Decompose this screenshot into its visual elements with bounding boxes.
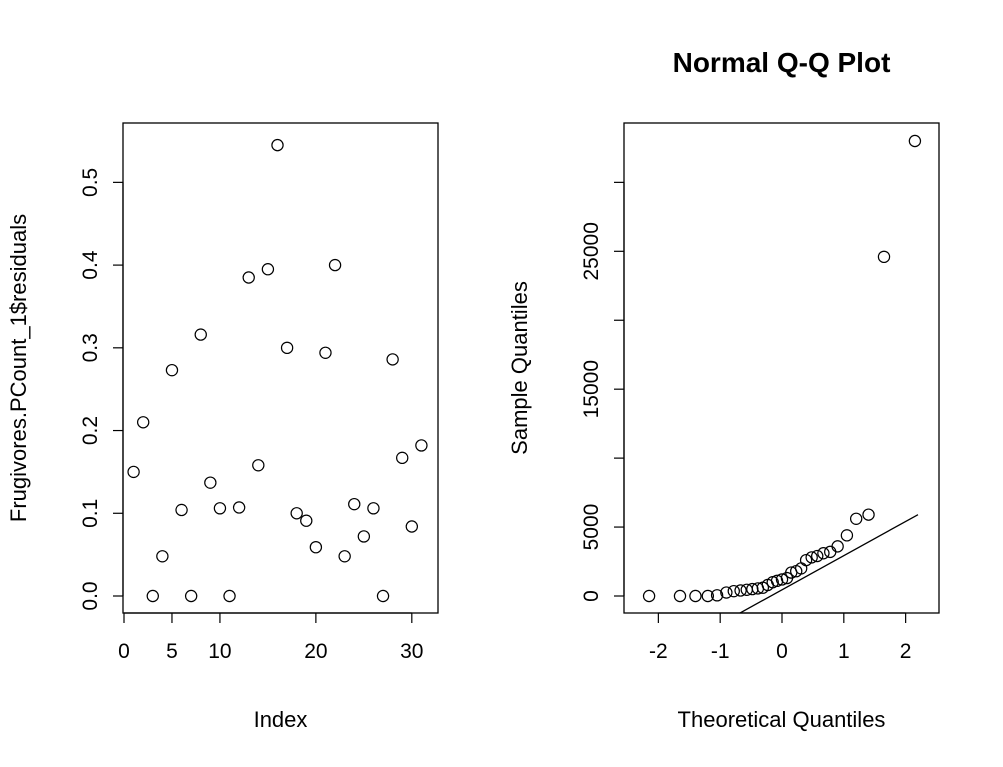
resid-data-point <box>184 589 198 603</box>
qq-data-point <box>824 545 837 559</box>
resid-data-point <box>146 589 159 603</box>
qq-data-point <box>908 134 922 148</box>
resid-data-point <box>232 501 246 514</box>
resid-y-tick-label: 0.0 <box>79 581 102 610</box>
resid-plot-frame <box>122 122 439 614</box>
resid-data-point <box>194 328 207 341</box>
qq-data-point <box>811 549 824 563</box>
qq-data-point <box>817 547 830 560</box>
qq-x-tick-label: 0 <box>776 640 788 663</box>
qq-chart-title: Normal Q-Q Plot <box>673 47 891 78</box>
qq-data-point <box>673 589 687 603</box>
qq-data-point <box>805 551 818 564</box>
resid-data-point <box>165 363 179 377</box>
qq-data-point <box>710 589 724 602</box>
qq-reference-line <box>738 514 919 613</box>
qq-data-point <box>831 540 844 553</box>
resid-data-point <box>300 514 313 527</box>
resid-data-point <box>280 341 294 355</box>
resid-y-tick-label: 0.2 <box>79 416 102 445</box>
resid-y-tick-label: 0.5 <box>79 168 102 197</box>
qq-data-point <box>877 250 891 264</box>
resid-data-point <box>367 502 380 515</box>
resid-x-tick-label: 30 <box>400 640 423 663</box>
resid-data-point <box>204 476 217 489</box>
resid-data-point <box>309 540 323 554</box>
qq-data-point <box>799 553 813 567</box>
resid-data-point <box>261 263 275 276</box>
resid-data-point <box>223 589 236 603</box>
qq-data-point <box>689 589 702 603</box>
qq-x-tick-label: -1 <box>711 640 730 663</box>
qq-data-point <box>775 573 789 586</box>
resid-x-tick-label: 5 <box>166 640 178 663</box>
resid-data-point <box>338 550 351 563</box>
resid-data-point <box>242 271 255 284</box>
resid-data-point <box>271 138 284 152</box>
qq-x-tick-label: 1 <box>838 640 850 663</box>
resid-data-point <box>252 459 265 472</box>
resid-data-point <box>328 258 342 272</box>
resid-y-axis-label: Frugivores.PCount_1$residuals <box>6 214 31 522</box>
qq-data-point <box>862 508 875 521</box>
qq-data-point <box>727 584 740 598</box>
resid-data-point <box>348 497 361 511</box>
qq-data-point <box>849 512 863 525</box>
resid-data-point <box>156 550 169 563</box>
resid-data-point <box>415 439 428 452</box>
resid-y-tick-label: 0.4 <box>79 250 102 280</box>
qq-y-tick-label: 25000 <box>580 222 603 280</box>
resid-x-tick-label: 10 <box>208 640 231 663</box>
qq-data-point <box>642 589 656 603</box>
qq-x-axis-label: Theoretical Quantiles <box>678 707 886 732</box>
resid-data-point <box>175 503 188 517</box>
resid-x-axis-label: Index <box>254 707 308 732</box>
qq-plot-frame <box>623 122 940 614</box>
resid-data-point <box>405 520 419 533</box>
resid-data-point <box>136 416 150 429</box>
qq-x-tick-label: -2 <box>649 640 668 663</box>
qq-x-tick-label: 2 <box>900 640 912 663</box>
resid-x-tick-label: 0 <box>118 640 130 663</box>
resid-x-tick-label: 20 <box>304 640 327 663</box>
qq-y-tick-label: 15000 <box>580 360 603 418</box>
qq-y-tick-label: 5000 <box>580 504 603 551</box>
qq-data-point <box>734 584 747 597</box>
resid-data-point <box>127 465 140 479</box>
resid-data-point <box>213 502 227 515</box>
qq-y-tick-label: 0 <box>580 590 603 602</box>
qq-data-point <box>701 589 715 603</box>
qq-data-point <box>840 529 854 542</box>
resid-data-point <box>290 507 303 520</box>
resid-data-point <box>319 346 332 359</box>
resid-data-point <box>357 530 371 543</box>
qq-y-axis-label: Sample Quantiles <box>507 281 532 455</box>
resid-data-point <box>386 353 399 366</box>
resid-data-point <box>376 589 390 603</box>
qq-data-point <box>720 586 733 599</box>
resid-data-point <box>396 451 409 465</box>
resid-y-tick-label: 0.3 <box>79 333 102 362</box>
resid-y-tick-label: 0.1 <box>79 499 102 528</box>
